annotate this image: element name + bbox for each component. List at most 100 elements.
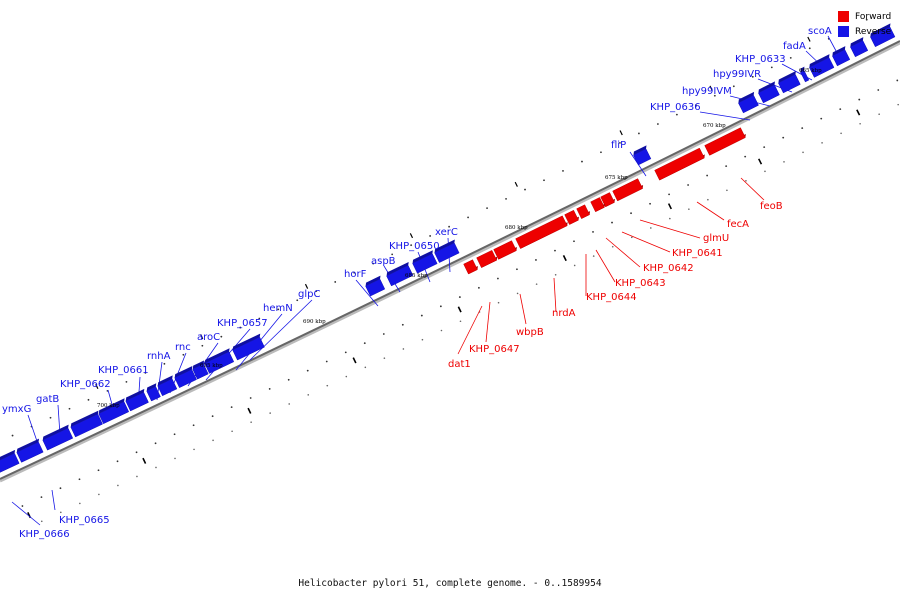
gene-block-fecA <box>654 147 705 181</box>
tick-label-700: 700 kbp <box>97 403 120 409</box>
gene-block-KHP_0661 <box>125 388 149 412</box>
gene-label-glmU: glmU <box>703 233 729 244</box>
leader-line-33 <box>457 305 483 355</box>
leader-line-28 <box>595 249 616 283</box>
minor-tick-up-36 <box>675 113 678 116</box>
minor-tick-low-44 <box>878 113 880 115</box>
minor-tick-down-39 <box>763 146 766 149</box>
gene-block-KHP_0665 <box>16 438 44 463</box>
minor-tick-down-15 <box>306 369 309 372</box>
tick-label-695: 695 kbp <box>200 363 223 369</box>
minor-tick-down-20 <box>401 323 404 326</box>
gene-block-fliP <box>633 145 652 166</box>
minor-tick-up-1 <box>11 434 14 437</box>
minor-tick-down-25 <box>497 277 499 280</box>
minor-tick-low-3 <box>98 493 100 496</box>
minor-tick-down-33 <box>649 202 651 205</box>
major-tick-7 <box>758 158 763 165</box>
gene-block-nrdA <box>515 215 568 249</box>
minor-tick-up-37 <box>694 104 697 107</box>
minor-tick-low-1 <box>60 511 62 514</box>
gene-block-KHP_0643 <box>576 204 591 219</box>
tick-label-670: 670 kbp <box>703 123 726 129</box>
minor-tick-low-45 <box>897 103 899 106</box>
minor-tick-low-40 <box>802 151 804 154</box>
minor-tick-down-0 <box>21 505 24 507</box>
gene-block-glmU <box>612 178 644 202</box>
minor-tick-down-1 <box>40 496 43 499</box>
minor-tick-down-23 <box>458 296 461 298</box>
minor-tick-down-35 <box>687 184 690 186</box>
scale-labels: 665 kbp 670 kbp 675 kbp 680 kbp 685 kbp … <box>97 68 822 409</box>
minor-tick-low-22 <box>459 320 462 323</box>
gene-block-horF <box>365 275 386 297</box>
leader-line-24 <box>696 201 725 221</box>
major-tick-up-1 <box>95 383 99 389</box>
minor-tick-up-38 <box>713 94 716 97</box>
gene-block-aroC <box>174 366 197 389</box>
minor-tick-up-24 <box>448 225 451 228</box>
scale-minor-ticks <box>11 18 899 523</box>
gene-block-KHP_0641 <box>600 192 615 208</box>
gene-label-hemN: hemN <box>263 303 293 314</box>
minor-tick-down-13 <box>268 388 271 390</box>
minor-tick-low-18 <box>383 357 386 359</box>
minor-tick-low-41 <box>821 142 823 144</box>
major-tick-up-4 <box>409 233 414 239</box>
gene-label-rnhA: rnhA <box>147 351 171 362</box>
gene-label-KHP_0636: KHP_0636 <box>650 102 701 113</box>
minor-tick-down-2 <box>59 487 62 490</box>
gene-label-wbpB: wbpB <box>516 327 544 338</box>
leader-line-21 <box>51 489 56 511</box>
minor-tick-low-26 <box>535 283 538 285</box>
minor-tick-down-7 <box>154 442 157 445</box>
minor-tick-down-6 <box>135 451 138 454</box>
minor-tick-down-32 <box>630 212 632 215</box>
minor-tick-down-18 <box>363 342 366 345</box>
major-tick-up-6 <box>619 130 623 136</box>
minor-tick-down-41 <box>801 127 804 130</box>
major-tick-up-3 <box>304 283 309 289</box>
leader-line-27 <box>605 237 641 268</box>
minor-tick-up-4 <box>68 407 71 410</box>
minor-tick-low-5 <box>136 475 138 478</box>
gene-label-KHP_0642: KHP_0642 <box>643 263 694 274</box>
major-tick-5 <box>562 254 567 262</box>
minor-tick-up-22 <box>410 244 413 247</box>
minor-tick-low-35 <box>707 198 709 201</box>
gene-block-dat1 <box>463 259 478 275</box>
gene-label-KHP_0661: KHP_0661 <box>98 365 149 376</box>
gene-label-KHP_0666: KHP_0666 <box>19 529 70 540</box>
major-tick-up-5 <box>514 181 518 187</box>
minor-tick-up-7 <box>125 380 128 383</box>
minor-tick-down-44 <box>858 98 861 101</box>
minor-tick-down-12 <box>249 397 252 399</box>
minor-tick-down-3 <box>78 478 81 481</box>
minor-tick-low-36 <box>726 189 728 192</box>
minor-tick-up-46 <box>865 18 868 21</box>
gene-block-scoA-b <box>850 37 869 58</box>
minor-tick-up-32 <box>600 151 602 154</box>
tick-label-690: 690 kbp <box>303 319 326 325</box>
leader-line-31 <box>519 293 527 325</box>
gene-label-KHP_0647: KHP_0647 <box>469 344 520 355</box>
leader-line-30 <box>553 277 557 313</box>
minor-tick-up-12 <box>220 335 223 338</box>
gene-label-dat1: dat1 <box>448 359 471 370</box>
leader-line-11 <box>249 299 313 361</box>
leader-line-5 <box>699 111 751 121</box>
minor-tick-up-11 <box>201 344 204 347</box>
gene-label-fecA: fecA <box>727 219 749 230</box>
minor-tick-low-17 <box>364 366 367 369</box>
minor-tick-down-14 <box>287 378 290 381</box>
tick-label-665: 665 kbp <box>799 68 822 74</box>
gene-label-xerC: xerC <box>435 227 458 238</box>
gene-block-scoA-a <box>870 23 896 48</box>
minor-tick-up-40 <box>751 75 754 78</box>
gene-label-gatB: gatB <box>36 394 59 405</box>
gene-label-aroC: aroC <box>197 332 220 343</box>
minor-tick-down-30 <box>592 231 594 233</box>
minor-tick-up-30 <box>562 170 564 172</box>
minor-tick-down-21 <box>420 314 423 317</box>
